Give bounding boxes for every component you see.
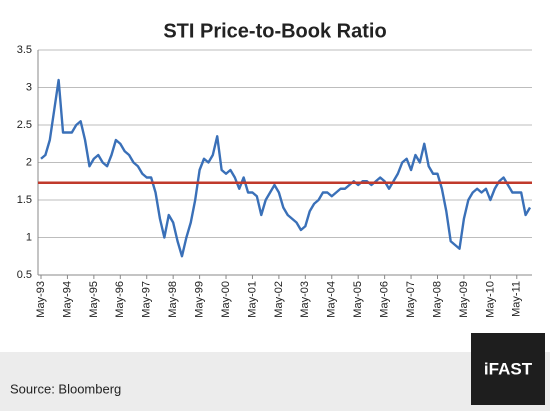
x-tick-label: May-07 (405, 281, 417, 318)
x-tick-label: May-94 (61, 281, 73, 318)
x-tick-label: May-08 (431, 281, 443, 318)
x-tick-label: May-06 (379, 281, 391, 318)
x-tick-label: May-09 (458, 281, 470, 318)
y-tick-label: 2 (26, 156, 32, 168)
x-tick-label: May-04 (326, 281, 338, 318)
x-tick-label: May-01 (246, 281, 258, 318)
data-line (40, 78, 532, 258)
chart-title: STI Price-to-Book Ratio (163, 20, 386, 42)
logo: iFAST (484, 359, 533, 378)
x-tick-label: May-05 (352, 281, 364, 318)
x-tick-label: May-03 (299, 281, 311, 318)
y-tick-label: 1.5 (17, 194, 32, 206)
x-tick-label: May-11 (511, 281, 523, 317)
x-tick-label: May-98 (167, 281, 179, 318)
x-tick-label: May-96 (114, 281, 126, 318)
y-tick-label: 1 (26, 231, 32, 243)
x-tick-label: May-02 (273, 281, 285, 318)
x-tick-label: May-93 (35, 281, 47, 318)
x-tick-label: May-95 (88, 281, 100, 318)
y-tick-label: 0.5 (17, 269, 32, 281)
y-tick-label: 3.5 (17, 44, 32, 56)
logo-box (471, 333, 545, 405)
source: Source: Bloomberg (10, 381, 121, 396)
x-tick-label: May-10 (484, 281, 496, 318)
x-tick-label: May-00 (220, 281, 232, 318)
x-tick-label: May-97 (141, 281, 153, 318)
x-tick-label: May-99 (194, 281, 206, 318)
y-tick-label: 3 (26, 81, 32, 93)
footer-band (0, 352, 550, 411)
y-tick-label: 2.5 (17, 119, 32, 131)
